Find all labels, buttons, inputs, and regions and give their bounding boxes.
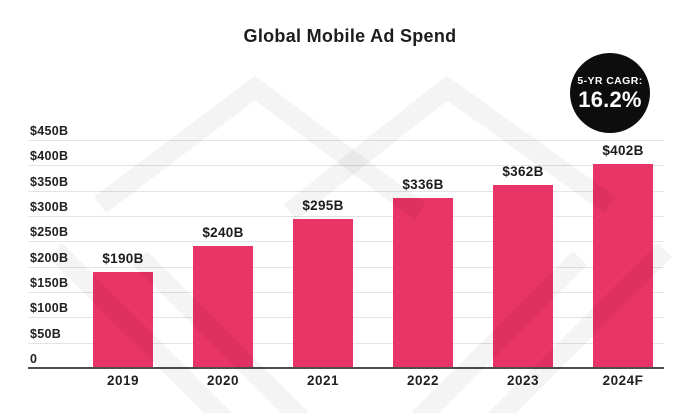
cagr-badge: 5-YR CAGR: 16.2% bbox=[570, 53, 650, 133]
chart-title: Global Mobile Ad Spend bbox=[243, 26, 457, 46]
y-axis-label: $450B bbox=[30, 124, 69, 138]
x-axis-line bbox=[28, 367, 664, 369]
cagr-badge-label: 5-YR CAGR: bbox=[577, 74, 643, 87]
gridline-300B bbox=[28, 216, 664, 217]
x-axis-label: 2023 bbox=[506, 373, 540, 388]
bar-value-label: $190B bbox=[102, 250, 144, 266]
bar-2024F bbox=[593, 164, 653, 368]
x-axis-label: 2019 bbox=[106, 373, 140, 388]
gridline-350B bbox=[28, 190, 664, 192]
cagr-badge-value: 16.2% bbox=[578, 87, 642, 113]
y-axis-label: $100B bbox=[30, 301, 69, 316]
x-axis-label: 2020 bbox=[206, 373, 240, 388]
y-axis-label: $50B bbox=[30, 326, 62, 341]
gridline-400B bbox=[28, 165, 664, 167]
y-axis-label: $250B bbox=[30, 225, 69, 240]
y-axis-label: $350B bbox=[30, 174, 69, 189]
bar-value-label: $295B bbox=[302, 197, 344, 213]
bar-value-label: $336B bbox=[402, 176, 444, 192]
y-axis-label: 0 bbox=[30, 352, 38, 366]
bar-value-label: $402B bbox=[602, 143, 644, 159]
bar-2021 bbox=[293, 218, 353, 368]
bar-value-label: $362B bbox=[502, 163, 544, 179]
x-axis-label: 2024F bbox=[602, 373, 644, 388]
y-axis-label: $150B bbox=[30, 276, 69, 290]
y-axis-label: $300B bbox=[30, 200, 69, 214]
bar-2020 bbox=[193, 246, 253, 368]
bar-2019 bbox=[93, 271, 153, 368]
y-axis-label: $200B bbox=[30, 250, 69, 265]
bar-2023 bbox=[493, 184, 553, 368]
gridline-450B bbox=[28, 140, 664, 141]
bar-2022 bbox=[393, 197, 453, 368]
y-axis-label: $400B bbox=[30, 149, 69, 164]
bar-value-label: $240B bbox=[202, 225, 244, 241]
x-axis-label: 2022 bbox=[406, 373, 440, 388]
x-axis-label: 2021 bbox=[306, 373, 340, 388]
